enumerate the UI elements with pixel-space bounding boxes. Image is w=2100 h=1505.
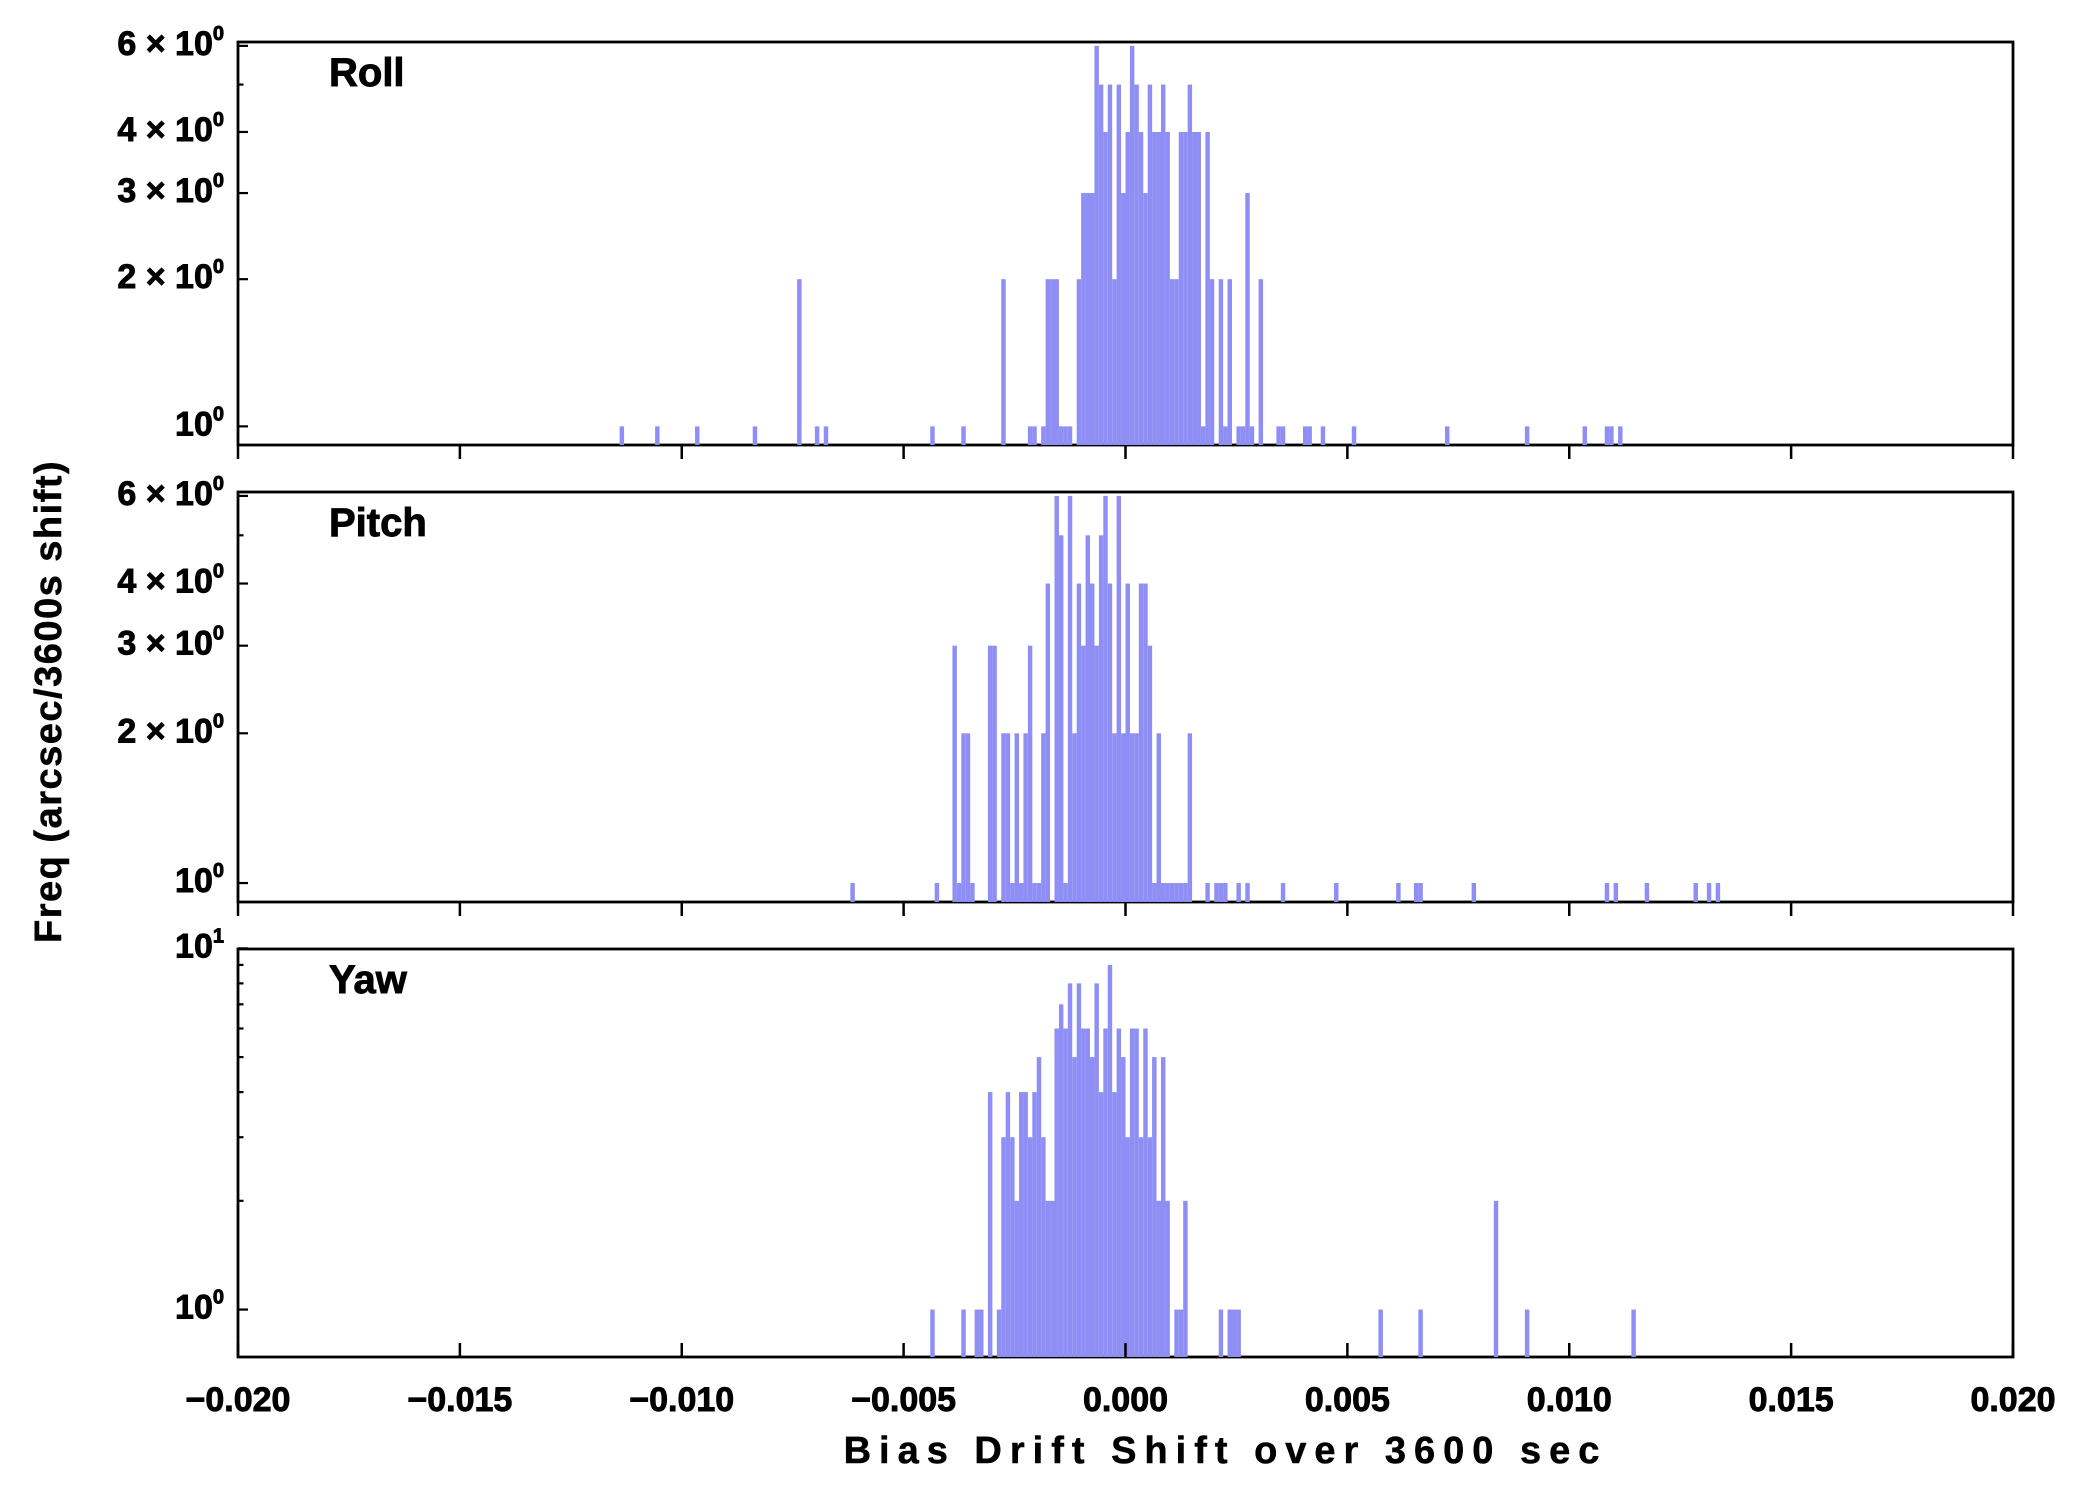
svg-text:2 × 100: 2 × 100 — [117, 711, 224, 751]
svg-text:100: 100 — [175, 404, 224, 444]
svg-text:−0.005: −0.005 — [851, 1381, 956, 1419]
svg-text:0.010: 0.010 — [1527, 1381, 1612, 1419]
svg-text:100: 100 — [175, 1287, 224, 1327]
svg-text:6 × 100: 6 × 100 — [117, 473, 224, 513]
svg-text:4 × 100: 4 × 100 — [117, 561, 224, 601]
svg-text:4 × 100: 4 × 100 — [117, 109, 224, 149]
svg-text:−0.020: −0.020 — [186, 1381, 291, 1419]
svg-text:101: 101 — [175, 926, 224, 966]
svg-text:Pitch: Pitch — [329, 501, 427, 545]
svg-text:3 × 100: 3 × 100 — [117, 623, 224, 663]
svg-text:0.000: 0.000 — [1083, 1381, 1168, 1419]
svg-text:−0.010: −0.010 — [629, 1381, 734, 1419]
svg-text:−0.015: −0.015 — [407, 1381, 512, 1419]
svg-text:Roll: Roll — [329, 51, 405, 95]
svg-text:0.005: 0.005 — [1305, 1381, 1390, 1419]
svg-text:100: 100 — [175, 860, 224, 900]
svg-text:6 × 100: 6 × 100 — [117, 23, 224, 63]
svg-text:0.020: 0.020 — [1970, 1381, 2055, 1419]
svg-text:2 × 100: 2 × 100 — [117, 256, 224, 296]
svg-text:3 × 100: 3 × 100 — [117, 170, 224, 210]
svg-text:0.015: 0.015 — [1749, 1381, 1834, 1419]
svg-text:Yaw: Yaw — [329, 958, 408, 1002]
